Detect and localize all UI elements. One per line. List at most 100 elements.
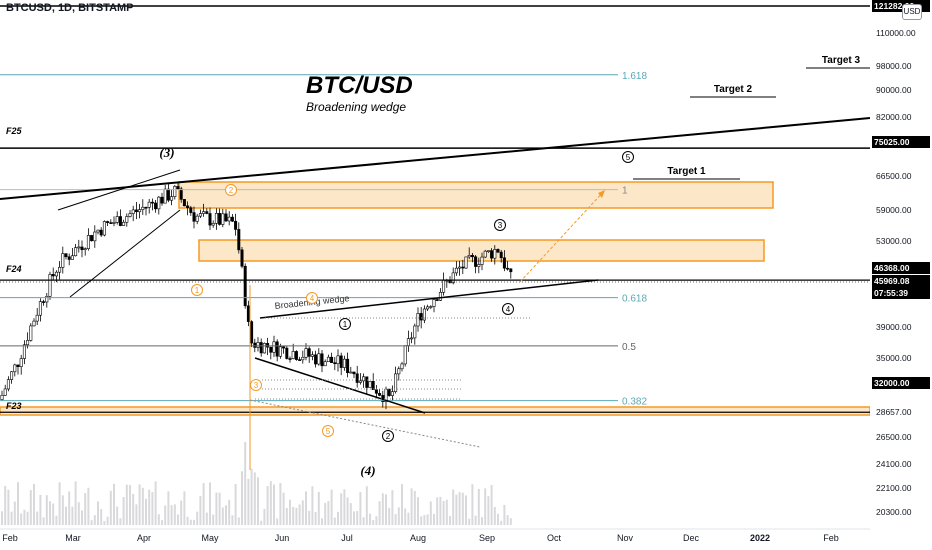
candle-body bbox=[182, 199, 186, 207]
volume-bar bbox=[465, 495, 467, 525]
price-tag-bg bbox=[872, 136, 930, 148]
dotted-projection bbox=[249, 399, 481, 448]
candle-body bbox=[237, 229, 241, 251]
candle-body bbox=[221, 213, 225, 225]
volume-bar bbox=[410, 488, 413, 525]
volume-bar bbox=[161, 520, 163, 525]
volume-bar bbox=[436, 497, 439, 525]
time-axis[interactable]: Feb Mar Apr May Jun Jul Aug Sep Oct Nov Dec 2022 Feb bbox=[0, 528, 932, 550]
fib-label: 0.5 bbox=[622, 342, 636, 353]
volume-bar bbox=[234, 484, 237, 525]
volume-bar bbox=[372, 520, 375, 525]
candle-body bbox=[397, 368, 401, 375]
y-tick-label: 20300.00 bbox=[876, 507, 912, 517]
volume-bar bbox=[260, 520, 263, 525]
candle-body bbox=[326, 356, 330, 363]
volume-bar bbox=[497, 513, 499, 525]
volume-bar bbox=[20, 513, 23, 525]
volume-bar bbox=[90, 520, 93, 525]
candle-body bbox=[416, 313, 420, 327]
candle-body bbox=[320, 353, 324, 367]
volume-bar bbox=[221, 507, 224, 525]
candle-body bbox=[19, 358, 23, 367]
candle-body bbox=[365, 376, 369, 388]
volume-bar bbox=[231, 515, 234, 525]
candle-body bbox=[3, 388, 7, 396]
x-tick-label: Nov bbox=[617, 533, 634, 543]
candle-body bbox=[106, 221, 110, 223]
target-label: Target 2 bbox=[714, 84, 753, 95]
wedge-bottom bbox=[254, 357, 426, 414]
volume-bar bbox=[433, 513, 435, 525]
volume-bar bbox=[500, 520, 503, 525]
price-tag-bg bbox=[872, 262, 930, 274]
candle-body bbox=[35, 314, 39, 322]
price-tag: 46368.00 bbox=[874, 263, 910, 273]
wave-circle bbox=[382, 430, 394, 442]
candle-body bbox=[294, 351, 298, 360]
volume-bar bbox=[7, 489, 10, 525]
candle-body bbox=[358, 380, 362, 383]
y-tick-label: 35000.00 bbox=[876, 353, 912, 363]
price-axis[interactable]: 110000.00 98000.00 90000.00 82000.00 75025.0… bbox=[870, 0, 932, 532]
candle-body bbox=[147, 201, 151, 208]
price-tag-bg bbox=[872, 377, 930, 389]
volume-bar bbox=[215, 492, 218, 525]
candle-body bbox=[394, 373, 398, 392]
x-tick-label: Feb bbox=[823, 533, 839, 543]
volume-bar bbox=[196, 511, 199, 525]
volume-bar bbox=[481, 517, 483, 525]
volume-bar bbox=[202, 483, 205, 525]
candle-body bbox=[480, 256, 484, 265]
candle-body bbox=[461, 266, 465, 269]
candle-body bbox=[26, 340, 30, 346]
candle-body bbox=[342, 358, 346, 368]
target-label: Target 1 bbox=[667, 166, 706, 177]
volume-bar bbox=[97, 501, 99, 525]
volume-bar bbox=[65, 506, 67, 525]
candle-body bbox=[387, 388, 391, 396]
candle-body bbox=[77, 246, 81, 249]
candle-body bbox=[102, 221, 106, 236]
wave-label-orange: 4 bbox=[310, 294, 315, 303]
candle-body bbox=[285, 347, 289, 359]
wave-label-orange: 2 bbox=[229, 186, 234, 195]
volume-bar bbox=[503, 504, 506, 525]
candle-body bbox=[323, 361, 327, 367]
candle-body bbox=[138, 209, 142, 213]
candle-body bbox=[400, 363, 404, 370]
wave-label: 4 bbox=[506, 305, 511, 314]
candle-body bbox=[67, 256, 71, 260]
volume-bar bbox=[461, 492, 464, 525]
volume-bar bbox=[119, 518, 122, 525]
volume-bar bbox=[327, 501, 330, 525]
volume-bar bbox=[39, 494, 42, 525]
candle-body bbox=[48, 274, 52, 297]
y-tick-label: 26500.00 bbox=[876, 432, 912, 442]
volume-bar bbox=[298, 504, 301, 525]
chart-labels: 1.618 1 0.618 0.5 0.382 Target 1 Target 2 Targe… bbox=[6, 55, 861, 478]
chart-title: BTC/USD bbox=[306, 72, 413, 99]
candle-body bbox=[256, 342, 260, 348]
candle-body bbox=[474, 256, 478, 267]
candle-body bbox=[429, 306, 433, 308]
volume-bar bbox=[337, 511, 339, 525]
volume-bar bbox=[378, 501, 381, 525]
candle-body bbox=[64, 253, 68, 258]
volume-bar bbox=[385, 494, 387, 525]
supply-zones bbox=[0, 181, 871, 416]
currency-button[interactable]: USD bbox=[902, 4, 922, 20]
x-tick-label: 2022 bbox=[750, 533, 770, 543]
candle-body bbox=[509, 268, 513, 273]
candle-body bbox=[432, 299, 436, 307]
volume-bar bbox=[429, 501, 432, 525]
candle-body bbox=[378, 393, 382, 396]
wave-label: 3 bbox=[498, 221, 503, 230]
x-tick-label: Jul bbox=[341, 533, 353, 543]
y-tick-label: 22100.00 bbox=[876, 483, 912, 493]
volume-bar bbox=[74, 481, 77, 525]
volume-bar bbox=[276, 518, 279, 525]
candle-body bbox=[317, 353, 321, 365]
volume-bar bbox=[180, 500, 183, 525]
